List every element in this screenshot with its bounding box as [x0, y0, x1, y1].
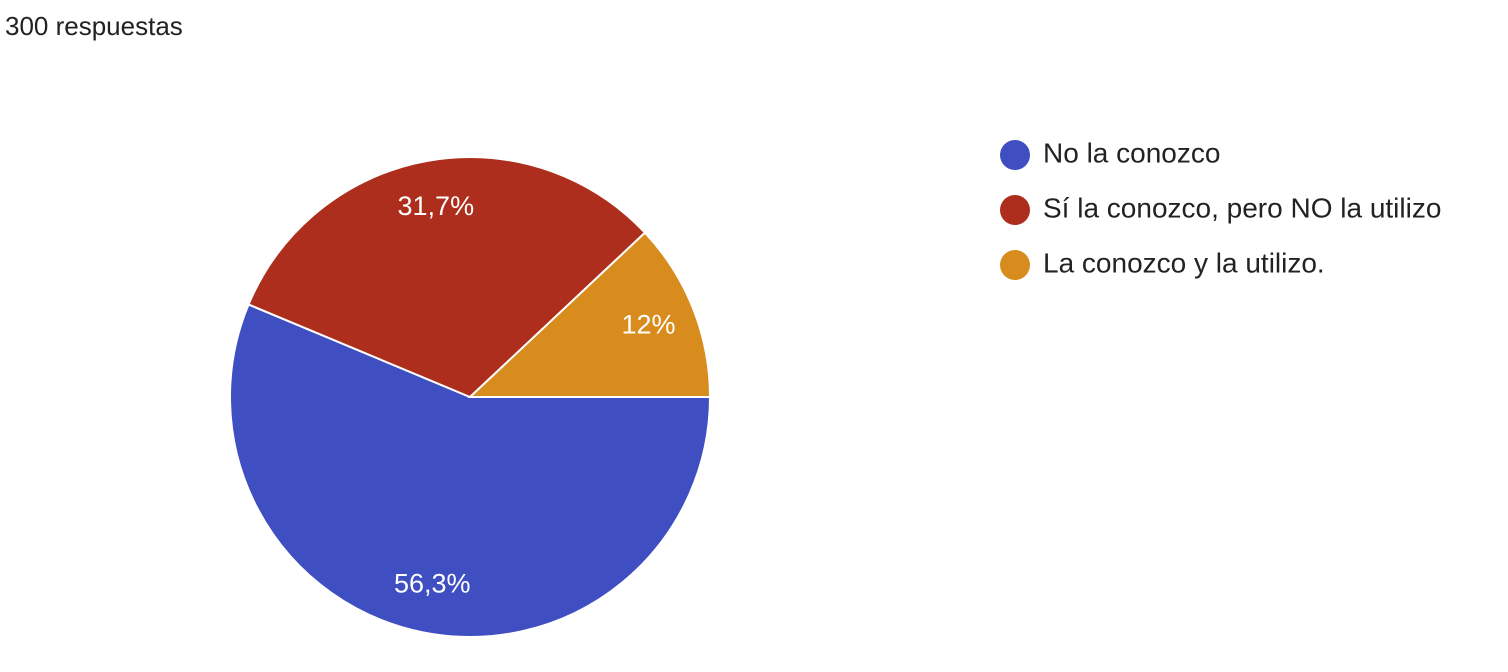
pie-slice: [229, 303, 712, 638]
slice-label: 56,3%: [394, 568, 471, 598]
legend-label: Sí la conozco, pero NO la utilizo: [1043, 192, 1441, 223]
slice-label: 31,7%: [398, 191, 475, 221]
slice-label: 12%: [621, 309, 675, 339]
legend-marker: [1000, 195, 1030, 225]
chart-title: 300 respuestas: [5, 11, 183, 41]
pie-slice: [247, 156, 647, 399]
legend-marker: [1000, 250, 1030, 280]
legend-marker: [1000, 140, 1030, 170]
legend-label: La conozco y la utilizo.: [1043, 247, 1325, 278]
pie-slice: [467, 231, 712, 398]
legend-label: No la conozco: [1043, 137, 1220, 168]
